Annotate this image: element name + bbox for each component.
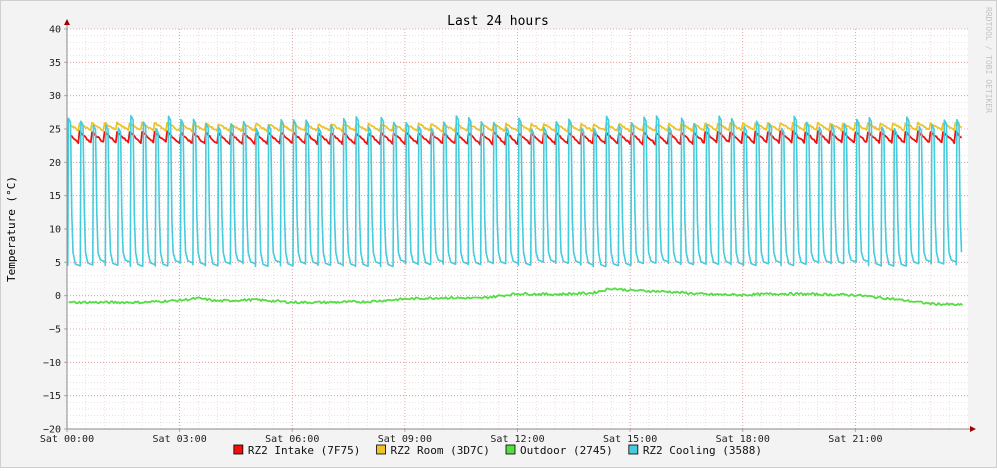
legend: RZ2 Intake (7F75) RZ2 Room (3D7C) Outdoor … — [233, 444, 762, 457]
x-tick-label: Sat 09:00 — [378, 434, 432, 445]
legend-item: RZ2 Intake (7F75) — [233, 444, 361, 457]
x-tick-labels: Sat 00:00 Sat 03:00 Sat 06:00 Sat 09:00 Sat … — [40, 434, 883, 445]
chart-title: Last 24 hours — [447, 14, 549, 29]
y-tick-label: 40 — [49, 25, 61, 36]
y-axis-arrow — [64, 19, 70, 25]
x-tick-label: Sat 06:00 — [265, 434, 319, 445]
legend-label: RZ2 Intake (7F75) — [248, 444, 361, 457]
legend-swatch — [505, 444, 516, 455]
axes — [64, 19, 976, 432]
series-layer — [67, 114, 963, 307]
y-tick-label: −5 — [49, 325, 61, 336]
x-tick-label: Sat 21:00 — [828, 434, 882, 445]
y-tick-label: 20 — [49, 158, 61, 169]
legend-item: RZ2 Room (3D7C) — [376, 444, 490, 457]
series-line — [68, 287, 963, 307]
y-tick-label: 35 — [49, 58, 61, 69]
legend-swatch — [628, 444, 639, 455]
y-tick-label: 5 — [55, 258, 61, 269]
legend-label: Outdoor (2745) — [520, 444, 613, 457]
y-tick-label: 10 — [49, 225, 61, 236]
series-line — [70, 121, 963, 133]
y-axis-label: Temperature (°C) — [5, 176, 18, 282]
x-tick-label: Sat 18:00 — [716, 434, 770, 445]
x-axis-arrow — [970, 426, 976, 432]
x-tick-label: Sat 00:00 — [40, 434, 94, 445]
legend-label: RZ2 Room (3D7C) — [391, 444, 490, 457]
legend-item: Outdoor (2745) — [505, 444, 613, 457]
legend-swatch — [233, 444, 244, 455]
y-tick-label: −10 — [43, 358, 61, 369]
grid — [66, 28, 968, 430]
y-tick-label: 15 — [49, 191, 61, 202]
legend-item: RZ2 Cooling (3588) — [628, 444, 762, 457]
watermark: RRDTOOL / TOBI OETIKER — [984, 7, 993, 113]
x-tick-label: Sat 15:00 — [603, 434, 657, 445]
y-tick-label: 0 — [55, 291, 61, 302]
legend-label: RZ2 Cooling (3588) — [643, 444, 762, 457]
y-tick-label: 25 — [49, 125, 61, 136]
series-line — [67, 114, 963, 268]
x-tick-label: Sat 03:00 — [153, 434, 207, 445]
y-tick-label: 30 — [49, 91, 61, 102]
x-tick-label: Sat 12:00 — [490, 434, 544, 445]
y-tick-label: −20 — [43, 425, 61, 436]
y-tick-labels: 40 35 30 25 20 15 10 5 0 −5 −10 −15 −20 — [43, 25, 61, 436]
legend-swatch — [376, 444, 386, 455]
y-tick-label: −15 — [43, 391, 61, 402]
